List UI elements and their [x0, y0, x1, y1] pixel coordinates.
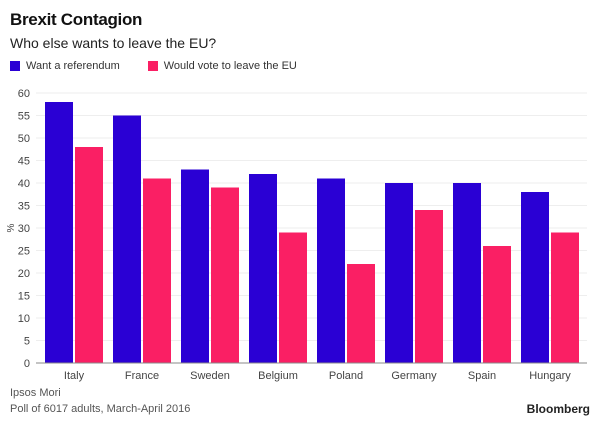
- y-tick-label: 25: [18, 246, 30, 258]
- y-tick-label: 60: [18, 88, 30, 100]
- y-tick-label: 15: [18, 291, 30, 303]
- y-tick-label: 45: [18, 156, 30, 168]
- legend-swatch-referendum: [10, 61, 20, 71]
- bar-referendum-france: [113, 115, 141, 363]
- source-label: Ipsos Mori: [10, 387, 61, 399]
- footnote: Poll of 6017 adults, March-April 2016: [10, 403, 191, 415]
- y-tick-label: 40: [18, 178, 30, 190]
- bar-leave-poland: [347, 264, 375, 363]
- y-axis-label: %: [6, 223, 17, 232]
- bar-leave-france: [143, 178, 171, 363]
- y-tick-label: 20: [18, 268, 30, 280]
- chart-subtitle: Who else wants to leave the EU?: [10, 35, 217, 51]
- y-tick-label: 50: [18, 133, 30, 145]
- y-tick-label: 55: [18, 111, 30, 123]
- bloomberg-logo: Bloomberg: [526, 402, 590, 416]
- bar-leave-spain: [483, 246, 511, 363]
- bar-leave-italy: [75, 147, 103, 363]
- bar-referendum-hungary: [521, 192, 549, 363]
- x-tick-label: Belgium: [258, 370, 298, 382]
- bar-referendum-spain: [453, 183, 481, 363]
- bar-leave-belgium: [279, 232, 307, 363]
- y-tick-label: 10: [18, 313, 30, 325]
- legend-item-referendum: Want a referendum: [10, 60, 120, 72]
- legend: Want a referendum Would vote to leave th…: [10, 60, 297, 72]
- y-tick-label: 0: [24, 358, 30, 370]
- x-tick-label: Sweden: [190, 370, 230, 382]
- legend-label-leave: Would vote to leave the EU: [163, 60, 297, 72]
- x-tick-label: Spain: [468, 370, 496, 382]
- y-tick-label: 35: [18, 201, 30, 213]
- y-tick-label: 5: [24, 336, 30, 348]
- bar-referendum-germany: [385, 183, 413, 363]
- bar-referendum-italy: [45, 102, 73, 363]
- bar-referendum-sweden: [181, 169, 209, 363]
- chart-title: Brexit Contagion: [10, 10, 143, 29]
- legend-item-leave: Would vote to leave the EU: [147, 60, 297, 72]
- bar-leave-germany: [415, 210, 443, 363]
- legend-swatch-leave: [147, 61, 158, 71]
- x-tick-label: Poland: [329, 370, 363, 382]
- bar-leave-sweden: [211, 187, 239, 363]
- legend-label-referendum: Want a referendum: [26, 60, 120, 72]
- x-tick-label: Italy: [64, 370, 85, 382]
- bar-referendum-poland: [317, 178, 345, 363]
- bar-leave-hungary: [551, 232, 579, 363]
- bar-referendum-belgium: [249, 174, 277, 363]
- x-tick-label: Germany: [391, 370, 437, 382]
- x-tick-label: Hungary: [529, 370, 571, 382]
- x-tick-label: France: [125, 370, 159, 382]
- y-tick-label: 30: [18, 223, 30, 235]
